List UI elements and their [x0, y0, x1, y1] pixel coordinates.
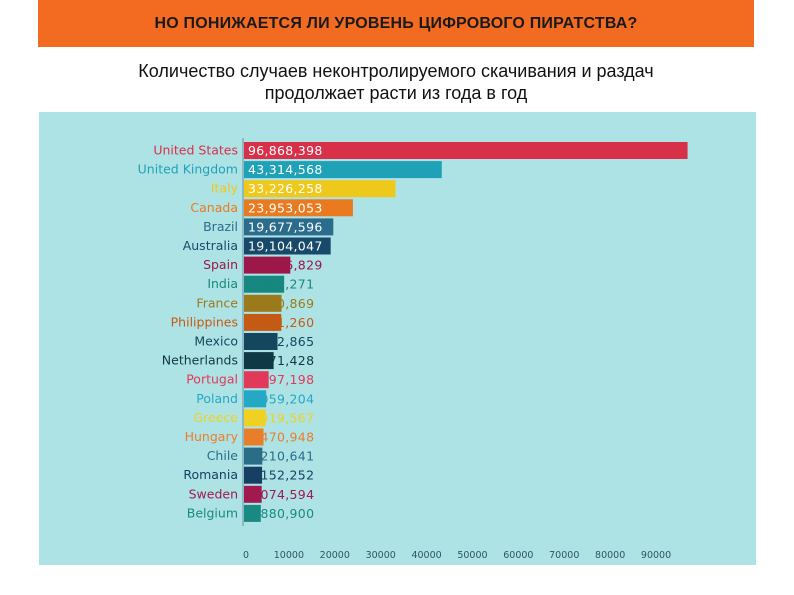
category-label: Philippines [171, 314, 238, 329]
category-label: Netherlands [162, 353, 238, 368]
bar [244, 313, 282, 331]
value-label: 4,919,567 [248, 410, 314, 425]
bar [244, 504, 261, 522]
value-label: 19,677,596 [248, 219, 323, 234]
category-label: France [196, 295, 238, 310]
category-label: Mexico [194, 334, 238, 349]
value-label: 5,059,204 [248, 391, 314, 406]
x-tick-label: 60000 [503, 550, 533, 561]
bar [244, 428, 264, 446]
bar [244, 180, 396, 198]
value-label: 6,671,428 [248, 353, 314, 368]
category-label: United Kingdom [138, 162, 238, 177]
bar [244, 333, 278, 350]
bar [244, 275, 285, 293]
category-label: United States [153, 143, 238, 158]
value-label: 8,965,271 [248, 277, 314, 292]
bar [244, 447, 263, 465]
value-label: 4,210,641 [248, 449, 314, 464]
x-tick-label: 50000 [457, 550, 487, 561]
category-label: Romania [183, 467, 238, 482]
title-bar: НО ПОНИЖАЕТСЯ ЛИ УРОВЕНЬ ЦИФРОВОГО ПИРАТ… [38, 0, 754, 47]
category-label: Chile [207, 448, 239, 463]
x-tick-label: 90000 [641, 550, 671, 561]
bar [244, 390, 267, 408]
value-label: 5,597,198 [248, 372, 314, 387]
value-label: 96,868,398 [248, 143, 323, 158]
category-label: Poland [196, 391, 238, 406]
x-tick-label: 0 [243, 550, 249, 561]
bar-chart: United States 96,868,398 United Kingdom 43,… [138, 138, 688, 561]
value-label: 7,522,865 [248, 334, 314, 349]
value-label: 43,314,568 [248, 162, 323, 177]
subtitle-line-2: продолжает расти из года в год [264, 83, 528, 103]
category-label: Canada [190, 200, 238, 215]
x-tick-label: 30000 [366, 550, 396, 561]
x-tick-label: 10000 [274, 550, 304, 561]
value-label: 19,104,047 [248, 239, 323, 254]
bar [244, 218, 334, 236]
bar [244, 485, 262, 503]
value-label: 23,953,053 [248, 200, 323, 215]
bar [244, 409, 266, 427]
x-tick-label: 70000 [549, 550, 579, 561]
value-label: 4,470,948 [248, 430, 314, 445]
bar [244, 199, 353, 217]
bar [244, 142, 688, 159]
bar [244, 466, 263, 484]
subtitle: Количество случаев неконтролируемого ска… [38, 60, 754, 104]
value-label: 3,880,900 [248, 506, 314, 521]
category-label: Sweden [189, 486, 238, 501]
category-label: Belgium [187, 505, 238, 520]
value-label: 10,306,829 [248, 258, 323, 273]
bar [244, 256, 291, 274]
value-label: 4,152,252 [248, 468, 314, 483]
bar [244, 161, 442, 179]
category-label: Portugal [186, 372, 238, 387]
value-label: 33,226,258 [248, 181, 323, 196]
subtitle-line-1: Количество случаев неконтролируемого ска… [138, 61, 654, 81]
x-tick-label: 20000 [320, 550, 350, 561]
category-label: Hungary [185, 429, 239, 444]
bar [244, 237, 331, 255]
x-tick-label: 40000 [411, 550, 441, 561]
value-label: 8,400,869 [248, 296, 314, 311]
category-label: Greece [194, 410, 239, 425]
x-tick-label: 80000 [595, 550, 625, 561]
bar [244, 352, 274, 370]
chart-panel: United States 96,868,398 United Kingdom 43,… [39, 112, 756, 565]
bar [244, 371, 269, 389]
category-label: Brazil [203, 219, 238, 234]
bar [244, 294, 282, 312]
category-label: Italy [211, 181, 239, 196]
value-label: 4,074,594 [248, 487, 314, 502]
category-label: India [207, 276, 238, 291]
value-label: 8,351,260 [248, 315, 314, 330]
category-label: Australia [183, 238, 238, 253]
category-label: Spain [203, 257, 238, 272]
page-title: НО ПОНИЖАЕТСЯ ЛИ УРОВЕНЬ ЦИФРОВОГО ПИРАТ… [154, 14, 638, 32]
